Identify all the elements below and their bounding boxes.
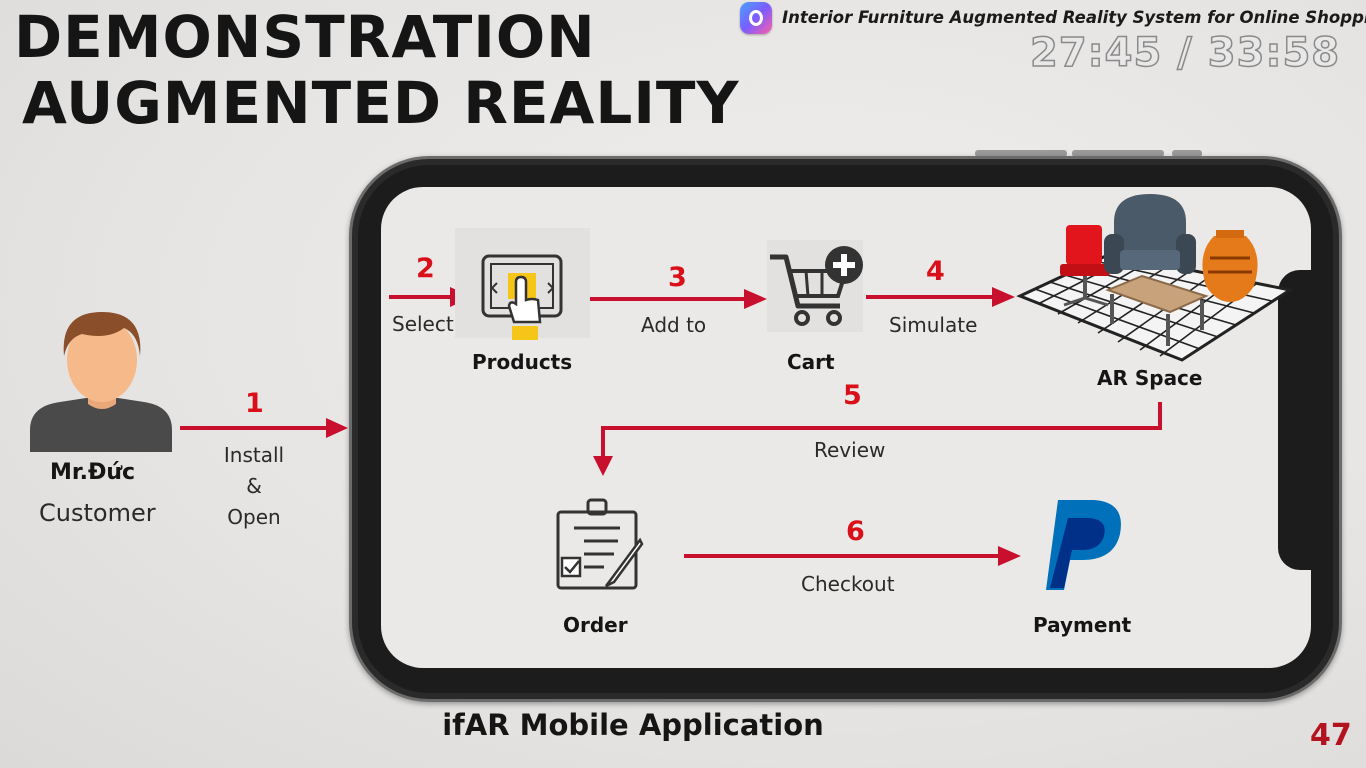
phone-notch	[1278, 270, 1318, 570]
node-order: Order	[563, 613, 628, 637]
step-2-label: Select	[392, 312, 454, 336]
step-6-label: Checkout	[801, 572, 895, 596]
step-3-number: 3	[668, 262, 687, 293]
cart-add-icon	[767, 240, 863, 332]
order-clipboard-icon	[556, 498, 644, 590]
video-timer: 27:45 / 33:58	[1029, 29, 1341, 77]
actor-name: Mr.Đức	[50, 460, 136, 485]
step-5-label: Review	[814, 438, 886, 462]
title-line-1: DEMONSTRATION	[14, 3, 596, 71]
phone-side-button	[975, 150, 1067, 157]
customer-avatar-icon	[30, 312, 172, 452]
phone-side-button	[1072, 150, 1164, 157]
title-line-2: AUGMENTED REALITY	[22, 69, 740, 137]
step-4-label: Simulate	[889, 313, 978, 337]
node-cart: Cart	[787, 350, 835, 374]
node-ar-space: AR Space	[1097, 366, 1203, 390]
step-4-number: 4	[926, 256, 945, 287]
paypal-icon	[1046, 500, 1121, 590]
arrow-1-head	[326, 418, 348, 438]
actor-role: Customer	[39, 499, 156, 527]
page-number: 47	[1310, 718, 1352, 753]
app-caption: ifAR Mobile Application	[442, 708, 824, 742]
step-6-number: 6	[846, 516, 865, 547]
step-1-label: Install & Open	[214, 440, 294, 533]
header-title: Interior Furniture Augmented Reality Sys…	[782, 8, 1366, 27]
step-1-line-install: Install	[223, 443, 285, 467]
ar-space-icon	[1016, 194, 1294, 362]
step-1-line-and: &	[246, 474, 262, 498]
step-5-number: 5	[843, 380, 862, 411]
step-1-number: 1	[245, 388, 264, 419]
products-select-icon	[455, 228, 590, 340]
step-1-line-open: Open	[227, 505, 281, 529]
slide-title: DEMONSTRATION AUGMENTED REALITY	[14, 4, 739, 136]
node-products: Products	[472, 350, 573, 374]
step-3-label: Add to	[641, 313, 707, 337]
step-2-number: 2	[416, 253, 435, 284]
node-payment: Payment	[1033, 613, 1132, 637]
header-bar: Interior Furniture Augmented Reality Sys…	[740, 2, 1366, 36]
phone-side-button	[1172, 150, 1202, 157]
app-logo-icon	[740, 2, 772, 34]
